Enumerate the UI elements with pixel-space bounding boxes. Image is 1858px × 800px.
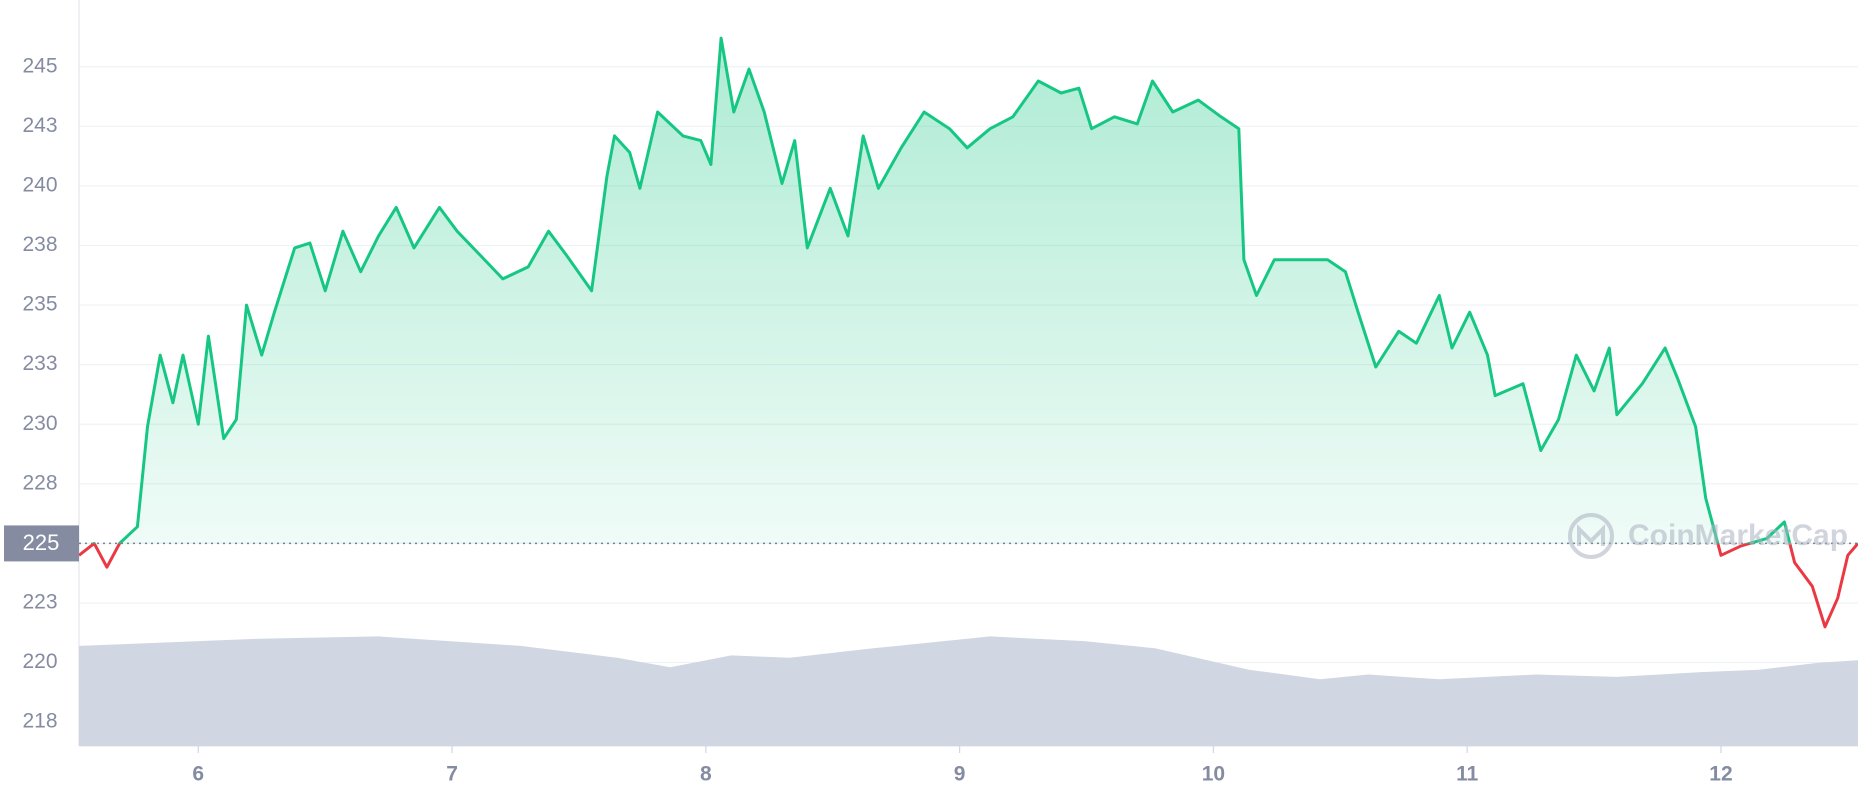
y-tick-label: 223: [22, 591, 57, 614]
price-line-up: [91, 36, 1858, 544]
y-tick-label: 220: [22, 650, 57, 673]
watermark-logo: [1568, 513, 1614, 559]
x-tick-label: 6: [192, 763, 204, 786]
y-tick-label: 233: [22, 352, 57, 375]
y-tick-label: 230: [22, 412, 57, 435]
volume-area: [79, 636, 1858, 746]
x-tick-label: 7: [446, 763, 458, 786]
x-tick-label: 10: [1202, 763, 1225, 786]
watermark: CoinMarketCap: [1568, 513, 1848, 559]
watermark-text: CoinMarketCap: [1628, 519, 1848, 552]
x-tick-label: 8: [700, 763, 712, 786]
price-area: [79, 38, 1858, 544]
x-tick-label: 9: [954, 763, 966, 786]
y-tick-label: 238: [22, 233, 57, 256]
y-tick-label: 243: [22, 114, 57, 137]
y-tick-label: 235: [22, 293, 57, 316]
reference-label: 225: [23, 530, 60, 555]
y-tick-label: 245: [22, 54, 57, 77]
watermark-logo-m: [1577, 524, 1605, 546]
y-tick-label: 228: [22, 471, 57, 494]
x-tick-label: 12: [1709, 763, 1732, 786]
x-tick-label: 11: [1456, 763, 1479, 786]
y-tick-label: 240: [22, 173, 57, 196]
y-tick-label: 218: [22, 710, 57, 733]
reference-tag: [4, 525, 79, 562]
